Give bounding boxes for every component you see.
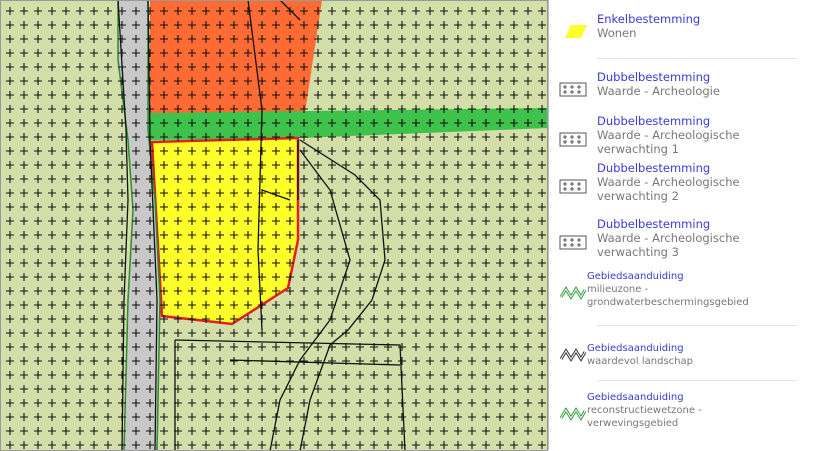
- entry-title: Dubbelbestemming: [597, 114, 711, 128]
- icon-landschap: [559, 348, 587, 362]
- entry-title: Enkelbestemming: [597, 12, 701, 26]
- icon-milieuzone: [559, 286, 587, 300]
- entry-label: Waarde - Archeologische verwachting 1: [597, 128, 740, 156]
- plus-pattern: [0, 0, 548, 451]
- icon-archeologie: [559, 235, 587, 250]
- icon-archeologie: [559, 132, 587, 147]
- entry-label: Wonen: [597, 26, 637, 40]
- entry-title: Gebiedsaanduiding: [587, 343, 684, 354]
- map: [0, 0, 548, 451]
- entry-label: milieuzone - grondwaterbeschermingsgebie…: [587, 284, 749, 308]
- entry-label: waardevol landschap: [587, 356, 693, 367]
- entry-title: Dubbelbestemming: [597, 217, 711, 231]
- icon-wonen: [565, 25, 587, 38]
- parcel-lines: [117, 0, 406, 451]
- legend: Enkelbestemming Wonen Dubbelbestemming Waa…: [548, 0, 813, 450]
- entry-label: Waarde - Archeologische verwachting 2: [597, 175, 740, 203]
- entry-title: Dubbelbestemming: [597, 161, 711, 175]
- icon-archeologie: [559, 82, 587, 97]
- entry-label: reconstructiewetzone - verwevingsgebied: [587, 405, 702, 429]
- entry-title: Gebiedsaanduiding: [587, 392, 684, 403]
- separator: [597, 380, 797, 381]
- icon-reconstructie: [559, 407, 587, 421]
- entry-title: Dubbelbestemming: [597, 70, 711, 84]
- icon-archeologie: [559, 179, 587, 194]
- entry-label: Waarde - Archeologische verwachting 3: [597, 231, 740, 259]
- separator: [597, 325, 797, 326]
- separator: [597, 58, 797, 59]
- entry-label: Waarde - Archeologie: [597, 84, 720, 98]
- entry-title: Gebiedsaanduiding: [587, 271, 684, 282]
